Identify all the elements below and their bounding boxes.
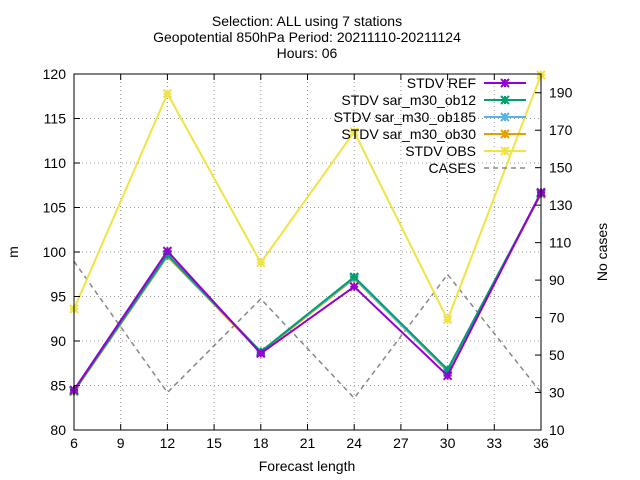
y2-tick-label: 50: [549, 347, 565, 363]
legend-entry-4: STDV OBS: [405, 143, 526, 159]
data-point-4-3: [349, 127, 359, 137]
x-tick-label: 33: [487, 435, 503, 451]
y2-tick-label: 130: [549, 197, 573, 213]
title-line-3: Hours: 06: [277, 45, 338, 61]
legend-label: STDV sar_m30_ob12: [341, 92, 476, 108]
data-point-0-4: [442, 371, 453, 381]
legend-label: STDV sar_m30_ob185: [334, 109, 477, 125]
x-tick-label: 24: [346, 435, 362, 451]
data-point-0-2: [256, 348, 266, 359]
y2-tick-label: 110: [549, 235, 572, 251]
y2-tick-label: 150: [549, 160, 573, 176]
axis-ticks: [73, 73, 542, 431]
y-tick-label: 95: [50, 289, 66, 305]
series-line-5: [73, 260, 542, 400]
y-tick-label: 90: [50, 333, 66, 349]
legend-entry-0: STDV REF: [407, 75, 526, 91]
series-line-1: [73, 192, 542, 392]
data-point-0-1: [162, 246, 173, 256]
y2-tick-label: 10: [549, 422, 565, 438]
legend-marker: [500, 146, 510, 156]
y-tick-label: 100: [43, 244, 67, 260]
y2-tick-label: 90: [549, 272, 565, 288]
x-tick-label: 36: [533, 435, 549, 451]
data-point-0-3: [349, 282, 359, 292]
legend-marker: [500, 112, 510, 122]
legend-label: STDV REF: [407, 75, 476, 91]
legend-label: CASES: [429, 160, 476, 176]
x-tick-label: 30: [440, 435, 456, 451]
y-tick-label: 85: [50, 378, 66, 394]
axis-tick-labels: 6 9 12 15 18 21 24 27 30 33 36 80 85 90 95 100 105 110 115…: [43, 66, 573, 451]
y2-tick-label: 190: [549, 85, 573, 101]
legend-marker: [500, 95, 510, 105]
y-axis-label: m: [5, 246, 21, 258]
data-point-4-4: [442, 314, 453, 325]
x-tick-label: 21: [300, 435, 316, 451]
y2-tick-label: 70: [549, 310, 565, 326]
x-tick-label: 15: [206, 435, 222, 451]
legend-entry-5: CASES: [429, 160, 526, 176]
x-tick-label: 18: [253, 435, 269, 451]
data-point-4-2: [256, 257, 266, 268]
y2-tick-label: 30: [549, 385, 565, 401]
x-tick-label: 12: [160, 435, 176, 451]
y-tick-label: 105: [43, 200, 67, 216]
cases-series: [73, 260, 542, 400]
series-line-4: [73, 74, 542, 323]
legend-entry-3: STDV sar_m30_ob30: [341, 126, 526, 142]
legend-label: STDV OBS: [405, 143, 476, 159]
y-tick-label: 110: [44, 155, 67, 171]
series-line-0: [73, 191, 542, 391]
chart-title: Selection: ALL using 7 stations Geopoten…: [153, 13, 461, 61]
data-point-4-1: [162, 88, 173, 99]
legend-marker: [500, 129, 510, 139]
x-tick-label: 6: [70, 435, 78, 451]
legend-entry-2: STDV sar_m30_ob185: [334, 109, 526, 125]
data-point-1-3: [349, 272, 359, 282]
title-line-1: Selection: ALL using 7 stations: [212, 13, 402, 29]
y2-axis-label: No cases: [594, 223, 610, 281]
legend-marker: [500, 78, 510, 88]
x-tick-label: 27: [393, 435, 409, 451]
title-line-2: Geopotential 850hPa Period: 20211110-202…: [153, 29, 461, 45]
series-layer: [69, 70, 546, 397]
x-axis-label: Forecast length: [259, 458, 356, 474]
y2-tick-label: 170: [549, 122, 573, 138]
y-tick-label: 120: [43, 66, 67, 82]
y-tick-label: 115: [44, 111, 67, 127]
y-tick-label: 80: [50, 422, 66, 438]
legend-label: STDV sar_m30_ob30: [341, 126, 476, 142]
x-tick-label: 9: [117, 435, 125, 451]
legend-entry-1: STDV sar_m30_ob12: [341, 92, 526, 108]
